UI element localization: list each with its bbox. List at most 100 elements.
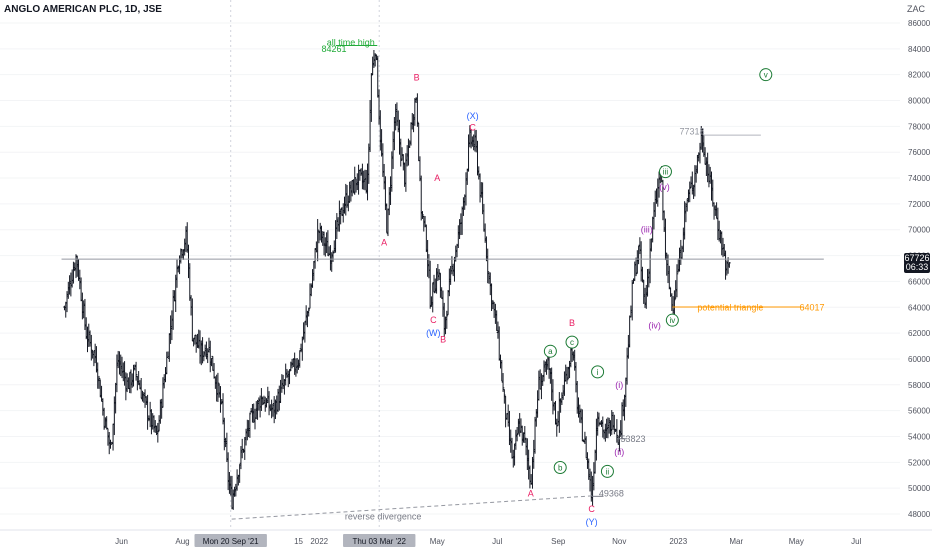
wave-text: (ii) <box>614 447 624 457</box>
wave-text: 64017 <box>799 302 824 312</box>
x-tick-label: Jun <box>115 537 128 546</box>
wave-circle-text: iv <box>669 316 675 325</box>
wave-label: i <box>591 365 605 379</box>
wave-text: reverse divergence <box>345 512 422 522</box>
wave-label: (i) <box>615 380 623 390</box>
ohlc-bar <box>248 412 252 438</box>
wave-label: iv <box>665 313 679 327</box>
wave-label: (iii) <box>641 225 653 235</box>
wave-text: (W) <box>426 328 441 338</box>
wave-text: (i) <box>615 380 623 390</box>
ohlc-bar <box>667 265 671 290</box>
wave-label: (W) <box>426 328 441 338</box>
x-axis: Jun Aug Mon 20 Sep '21 15 2022 Thu 03 Mar '22… <box>0 529 932 547</box>
ohlc-bar <box>688 181 692 203</box>
wave-label: 64017 <box>799 302 824 312</box>
x-tick-label: 15 <box>294 537 303 546</box>
ohlc-bar <box>156 422 160 443</box>
wave-label: c <box>565 335 579 349</box>
ohlc-bar <box>565 366 569 385</box>
wave-label: reverse divergence <box>345 512 422 522</box>
x-tick-label: Thu 03 Mar '22 <box>352 537 406 546</box>
x-tick-label: Aug <box>175 537 189 546</box>
ohlc-bars <box>63 49 731 510</box>
ohlc-bar <box>97 375 101 389</box>
ohlc-bar <box>216 372 220 402</box>
ohlc-bar <box>301 336 304 361</box>
y-tick-label: 56000 <box>908 407 931 416</box>
wave-label: (iv) <box>648 320 661 330</box>
chart-title: ANGLO AMERICAN PLC, 1D, JSE <box>4 4 162 15</box>
wave-label: all time high <box>327 37 375 47</box>
wave-text: C <box>430 315 437 325</box>
x-crosshair-badge <box>343 534 416 547</box>
wave-label: C <box>588 504 595 514</box>
ohlc-bar <box>260 388 263 411</box>
ohlc-bar <box>416 93 419 127</box>
y-tick-label: 66000 <box>908 277 931 286</box>
wave-labels: all time high84261BAC(W)AB(X)CABC(Y)abci… <box>321 37 824 526</box>
ohlc-bar <box>728 262 731 268</box>
wave-text: (X) <box>467 111 479 121</box>
ohlc-bar <box>316 219 319 262</box>
wave-label: A <box>381 238 387 248</box>
wave-circle-text: c <box>570 338 574 347</box>
ohlc-bar <box>437 269 441 281</box>
wave-text: (iv) <box>648 320 661 330</box>
y-tick-label: 60000 <box>908 355 931 364</box>
wave-text: B <box>414 72 420 82</box>
wave-label: b <box>553 460 567 474</box>
ohlc-bar <box>486 248 490 284</box>
x-crosshair-badge <box>194 534 267 547</box>
wave-label: (v) <box>659 182 670 192</box>
wave-circle-text: i <box>597 368 599 377</box>
wave-circle-text: b <box>558 463 563 472</box>
wave-circle-text: v <box>764 71 768 80</box>
wave-text: B <box>440 335 446 345</box>
wave-label: (Y) <box>586 517 598 527</box>
y-tick-label: 78000 <box>908 122 931 131</box>
wave-text: 84261 <box>321 44 346 54</box>
ohlc-bar <box>326 230 330 257</box>
wave-label: ii <box>600 464 614 478</box>
wave-label: 49368 <box>599 488 624 498</box>
bar-countdown-badge: 06:33 <box>904 262 930 273</box>
wave-circle-text: a <box>548 347 553 356</box>
wave-text: B <box>569 318 575 328</box>
wave-circle <box>759 68 773 82</box>
wave-circle <box>600 464 614 478</box>
wave-circle-text: iii <box>663 168 669 177</box>
x-tick-label: Nov <box>612 537 626 546</box>
wave-label: (X) <box>467 111 479 121</box>
x-tick-label: Jul <box>851 537 861 546</box>
ohlc-bar <box>109 439 112 449</box>
ohlc-bar <box>675 264 679 298</box>
y-tick-label: 64000 <box>908 303 931 312</box>
ohlc-bar <box>417 122 420 162</box>
y-tick-label: 76000 <box>908 148 931 157</box>
ohlc-bar <box>353 166 357 195</box>
wave-circle <box>665 313 679 327</box>
y-tick-label: 62000 <box>908 329 931 338</box>
y-tick-label: 52000 <box>908 458 931 467</box>
y-tick-label: 54000 <box>908 432 931 441</box>
wave-text: A <box>434 173 440 183</box>
wave-label: potential triangle <box>697 302 763 312</box>
x-tick-label: May <box>430 537 445 546</box>
wave-text: (iii) <box>641 225 653 235</box>
wave-label: a <box>543 344 557 358</box>
wave-text: 53823 <box>620 434 645 444</box>
wave-label: A <box>434 173 440 183</box>
x-tick-label: Mar <box>729 537 743 546</box>
y-tick-label: 80000 <box>908 97 931 106</box>
wave-label: C <box>469 123 476 133</box>
ohlc-bar <box>615 419 619 443</box>
ohlc-bar <box>307 307 311 317</box>
wave-label: 77318 <box>679 127 704 137</box>
ohlc-bar <box>501 373 505 392</box>
wave-text: (v) <box>659 182 670 192</box>
wave-text: A <box>528 488 534 498</box>
ohlc-bar <box>445 310 449 329</box>
wave-circle <box>565 335 579 349</box>
